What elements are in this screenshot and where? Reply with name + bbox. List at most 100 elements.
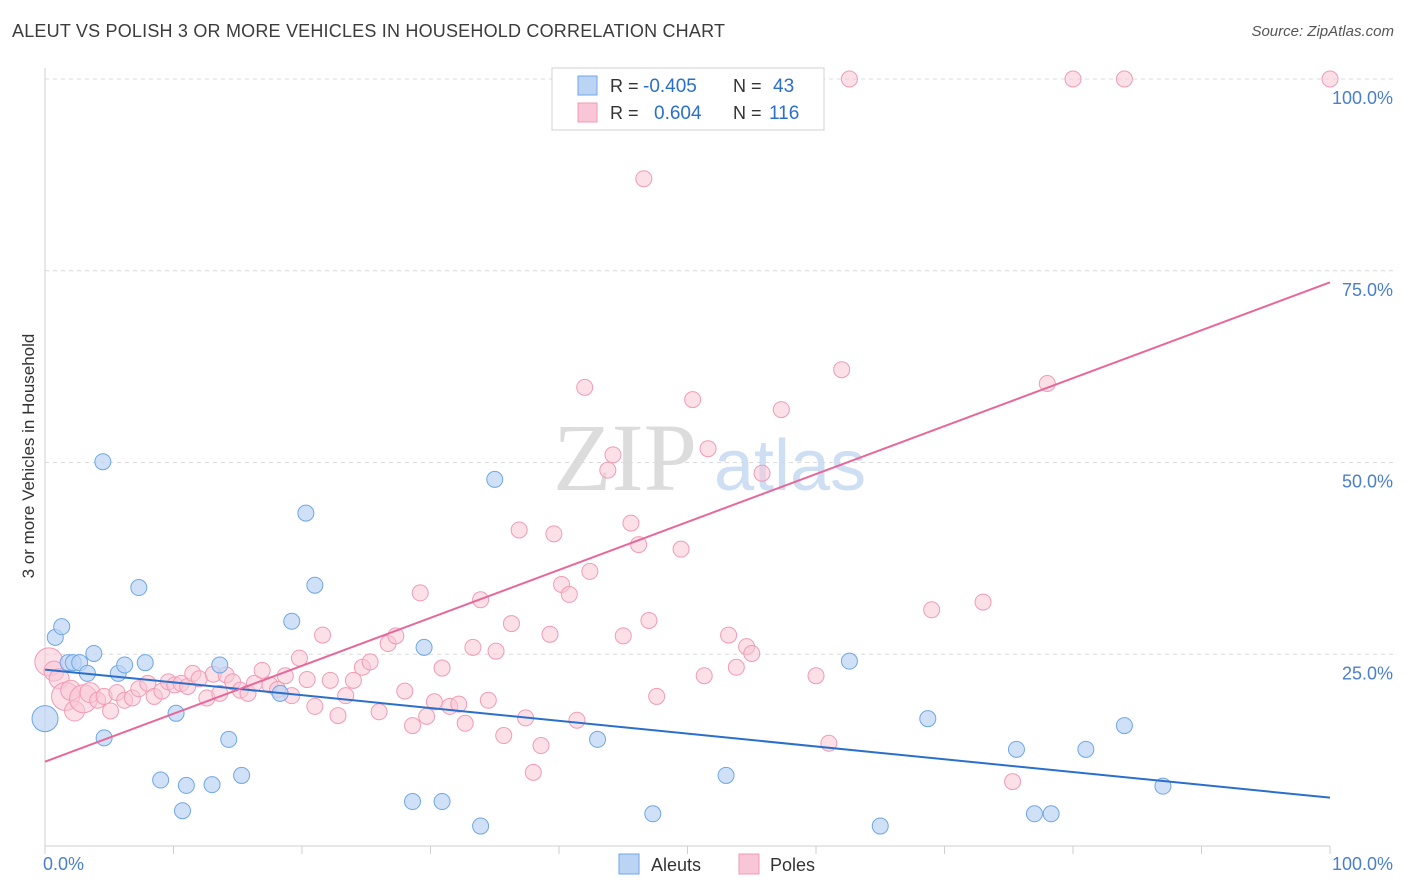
poles-point <box>614 627 632 645</box>
poles-point <box>337 687 355 705</box>
legend-r-value-aleut: -0.405 <box>643 76 697 97</box>
poles-point <box>1038 374 1056 392</box>
poles-point <box>418 707 436 725</box>
poles-point <box>568 711 586 729</box>
aleut-swatch <box>577 75 598 96</box>
y-tick-label: 100.0% <box>1332 88 1393 108</box>
poles-point <box>524 763 542 781</box>
poles-point <box>456 714 474 732</box>
poles-point <box>306 697 324 715</box>
poles-point <box>720 626 738 644</box>
poles-point <box>502 615 520 633</box>
aleuts-point <box>404 793 422 811</box>
x-tick-label: 0.0% <box>43 854 84 874</box>
poles-legend-label: Poles <box>770 855 815 875</box>
poles-point <box>648 687 666 705</box>
aleuts-point <box>211 656 229 674</box>
poles-trend-line <box>44 281 1331 763</box>
legend-n-label-poles: N = <box>733 103 762 123</box>
poles-point <box>1115 70 1133 88</box>
aleuts-legend-label: Aleuts <box>651 855 701 875</box>
poles-point <box>699 440 717 458</box>
aleuts-point <box>116 656 134 674</box>
x-tick-labels: 0.0% 100.0% <box>43 854 1393 874</box>
aleuts-point <box>203 776 221 794</box>
poles-point <box>433 659 451 677</box>
poles-point <box>479 691 497 709</box>
correlation-legend: R = -0.405 N = 43 R = 0.604 N = 116 <box>551 67 825 131</box>
y-tick-labels: 25.0% 50.0% 75.0% 100.0% <box>1332 88 1393 683</box>
trend-lines <box>44 281 1331 799</box>
y-tick-label: 50.0% <box>1342 472 1393 492</box>
poles-point <box>450 695 468 713</box>
poles-point <box>772 401 790 419</box>
poles-point <box>102 702 120 720</box>
legend-r-label-aleut: R = <box>610 76 639 96</box>
poles-point <box>743 644 761 662</box>
poles-point <box>253 661 271 679</box>
legend-n-value-aleut: 43 <box>773 76 794 97</box>
aleuts-point <box>177 776 195 794</box>
aleuts-point <box>415 638 433 656</box>
aleuts-point <box>31 705 59 733</box>
legend-n-label-aleut: N = <box>733 76 762 96</box>
poles-point <box>425 693 443 711</box>
aleuts-point <box>871 817 889 835</box>
poles-point <box>833 361 851 379</box>
poles-point <box>1004 773 1022 791</box>
aleuts-point <box>306 576 324 594</box>
poles-point <box>361 653 379 671</box>
poles-point <box>684 391 702 409</box>
poles-point <box>604 446 622 464</box>
poles-point <box>974 593 992 611</box>
series-legend: Aleuts Poles <box>618 853 815 875</box>
aleuts-point <box>1042 805 1060 823</box>
poles-point <box>298 671 316 689</box>
aleuts-point <box>472 817 490 835</box>
aleuts-point <box>486 470 504 488</box>
poles-point <box>576 378 594 396</box>
aleuts-point <box>840 652 858 670</box>
poles-point <box>532 737 550 755</box>
poles-point <box>370 703 388 721</box>
aleuts-legend-swatch <box>618 853 640 875</box>
poles-point <box>329 707 347 725</box>
poles-point <box>599 461 617 479</box>
aleuts-point <box>130 579 148 597</box>
aleuts-point <box>589 730 607 748</box>
poles-point <box>321 671 339 689</box>
poles-point <box>840 70 858 88</box>
poles-point <box>753 464 771 482</box>
aleuts-point <box>717 766 735 784</box>
poles-point <box>635 170 653 188</box>
poles-point <box>510 521 528 539</box>
y-tick-label: 25.0% <box>1342 663 1393 683</box>
poles-point <box>581 562 599 580</box>
aleuts-point <box>297 504 315 522</box>
poles-point <box>1321 70 1339 88</box>
aleuts-point <box>644 805 662 823</box>
watermark-atlas: atlas <box>714 426 866 506</box>
poles-point <box>344 671 362 689</box>
aleuts-point <box>152 771 170 789</box>
poles-point <box>404 717 422 735</box>
poles-point <box>396 682 414 700</box>
poles-point <box>640 612 658 630</box>
poles-point <box>622 514 640 532</box>
legend-r-label-poles: R = <box>610 103 639 123</box>
aleuts-point <box>220 730 238 748</box>
aleuts-trend-line <box>44 668 1331 799</box>
aleuts-point <box>1025 805 1043 823</box>
chart-title: ALEUT VS POLISH 3 OR MORE VEHICLES IN HO… <box>12 21 726 41</box>
poles-point <box>464 638 482 656</box>
aleuts-point <box>136 654 154 672</box>
aleuts-point <box>85 644 103 662</box>
poles-point <box>1064 70 1082 88</box>
aleuts-point <box>1115 717 1133 735</box>
poles-point <box>487 642 505 660</box>
aleuts-point <box>53 618 71 636</box>
aleuts-point <box>233 766 251 784</box>
grid-lines <box>45 78 1396 655</box>
poles-point <box>923 601 941 619</box>
